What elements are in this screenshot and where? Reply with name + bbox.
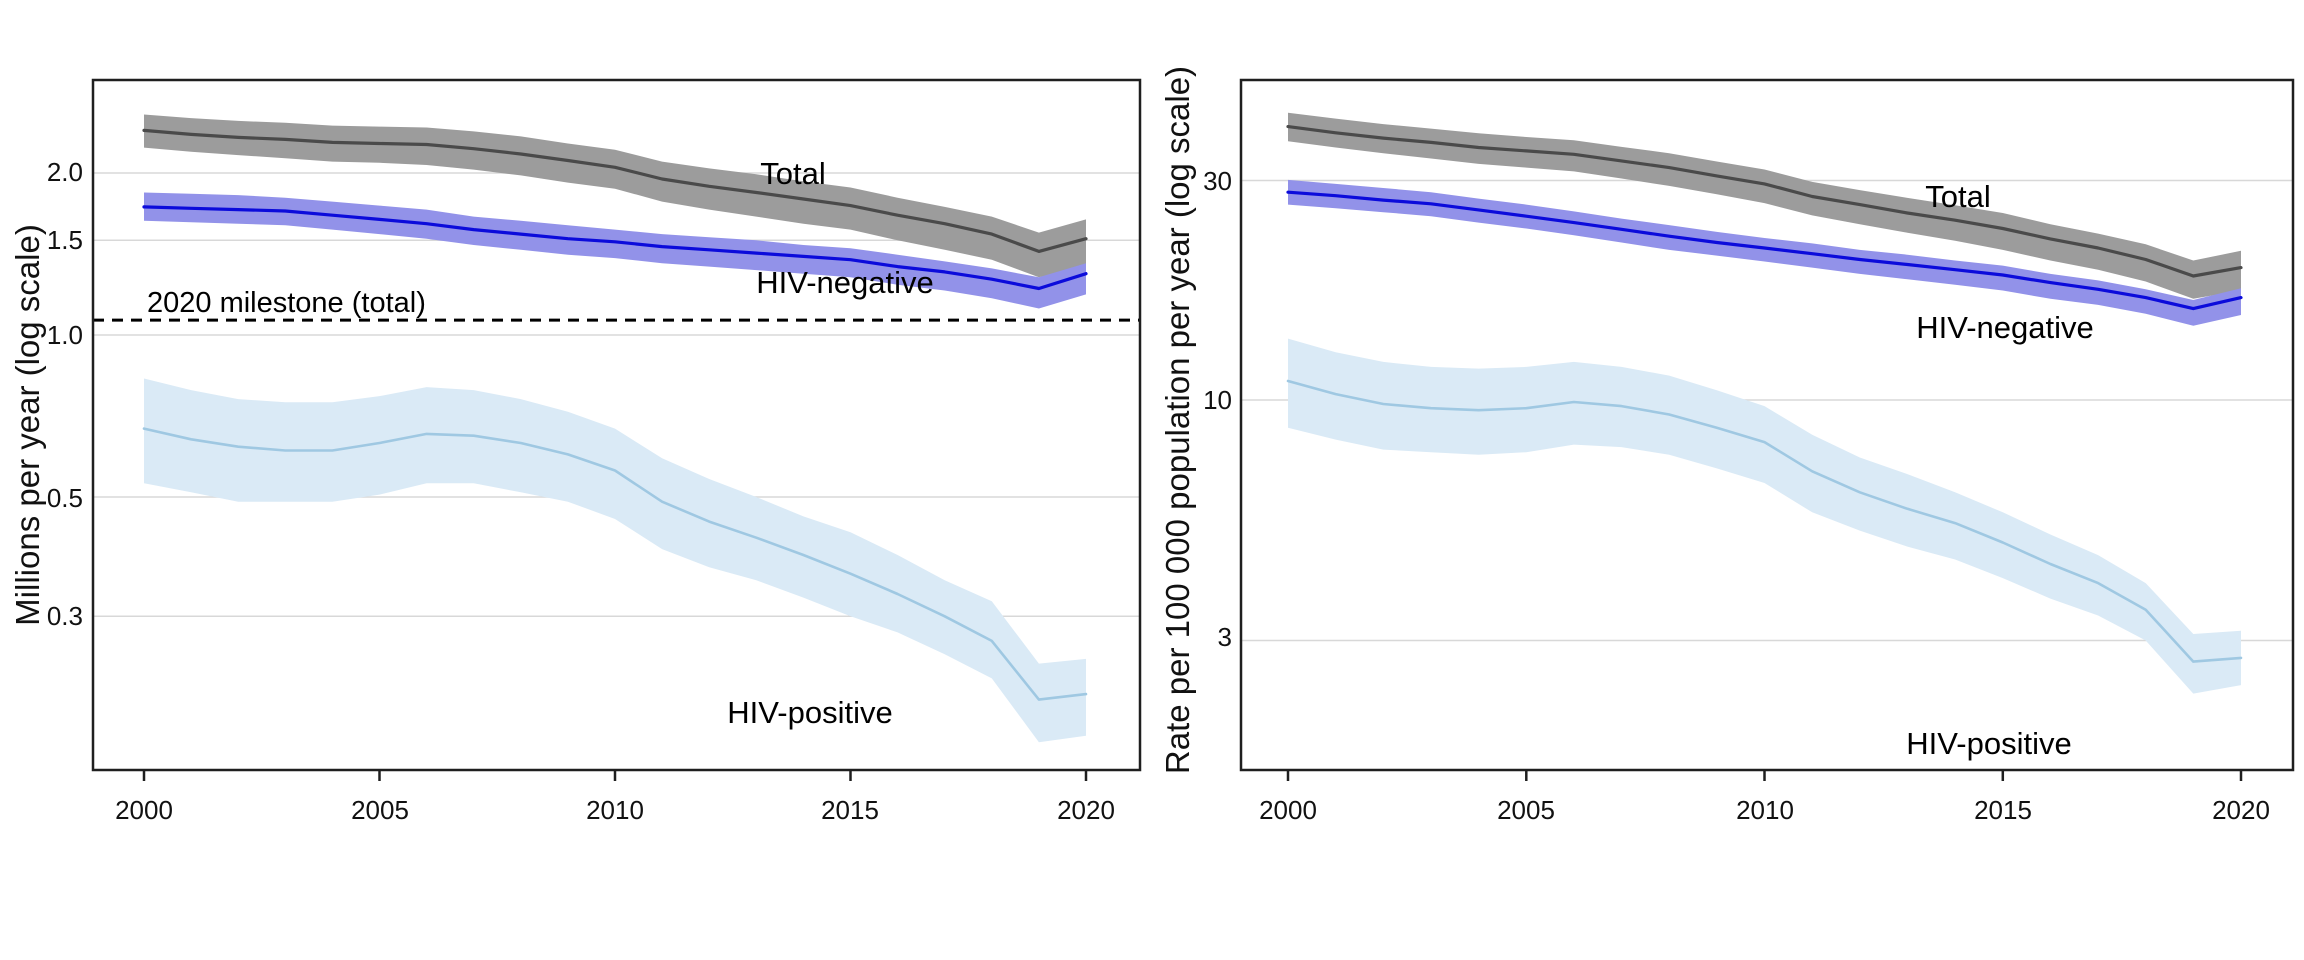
right-hiv-negative-label: HIV-negative	[1916, 310, 2094, 345]
right-total-uncertainty-band	[1288, 112, 2241, 299]
left-hiv-positive-uncertainty-band	[144, 378, 1086, 743]
right-panel-border	[1239, 78, 2295, 772]
left-x-tick-2000: 2000	[115, 795, 173, 825]
right-hiv-negative-line	[1286, 190, 2243, 311]
left-x-tick-2020: 2020	[1057, 795, 1115, 825]
right-x-tick-2010: 2010	[1736, 795, 1794, 825]
right-x-tick-2015: 2015	[1974, 795, 2032, 825]
right-y-tick-30: 30	[1203, 166, 1232, 196]
left-total-label: Total	[760, 156, 826, 191]
right-hiv-positive-label: HIV-positive	[1906, 726, 2072, 761]
left-total-line	[142, 128, 1088, 253]
left-hiv-negative-line	[142, 205, 1088, 291]
left-total-uncertainty-band	[144, 114, 1086, 278]
left-y-tick-1_0: 1.0	[46, 320, 83, 350]
left-x-tick-2010: 2010	[586, 795, 644, 825]
left-y-tick-1_5: 1.5	[46, 225, 83, 255]
left-y-tick-2_0: 2.0	[46, 157, 83, 187]
right-x-tick-2020: 2020	[2212, 795, 2270, 825]
right-hiv-positive-line	[1286, 379, 2243, 663]
right-total-line	[1286, 125, 2243, 278]
left-y-tick-0_3: 0.3	[46, 601, 83, 631]
right-y-tick-3: 3	[1217, 622, 1232, 652]
right-hiv-positive-uncertainty-band	[1288, 338, 2241, 694]
right-total-label: Total	[1925, 179, 1991, 214]
left-panel-border	[91, 78, 1142, 772]
left-x-tick-2005: 2005	[351, 795, 409, 825]
right-x-tick-2000: 2000	[1259, 795, 1317, 825]
left-x-tick-2015: 2015	[821, 795, 879, 825]
left-hiv-negative-label: HIV-negative	[756, 265, 934, 300]
left-y-tick-0_5: 0.5	[46, 483, 83, 513]
right-y-tick-10: 10	[1203, 385, 1232, 415]
left-hiv-negative-uncertainty-band	[144, 192, 1086, 309]
right-x-tick-2005: 2005	[1497, 795, 1555, 825]
milestone-label: 2020 milestone (total)	[147, 287, 426, 319]
left-hiv-positive-line	[142, 427, 1088, 701]
left-y-axis-title: Millions per year (log scale)	[9, 224, 46, 626]
left-hiv-positive-label: HIV-positive	[727, 695, 893, 730]
